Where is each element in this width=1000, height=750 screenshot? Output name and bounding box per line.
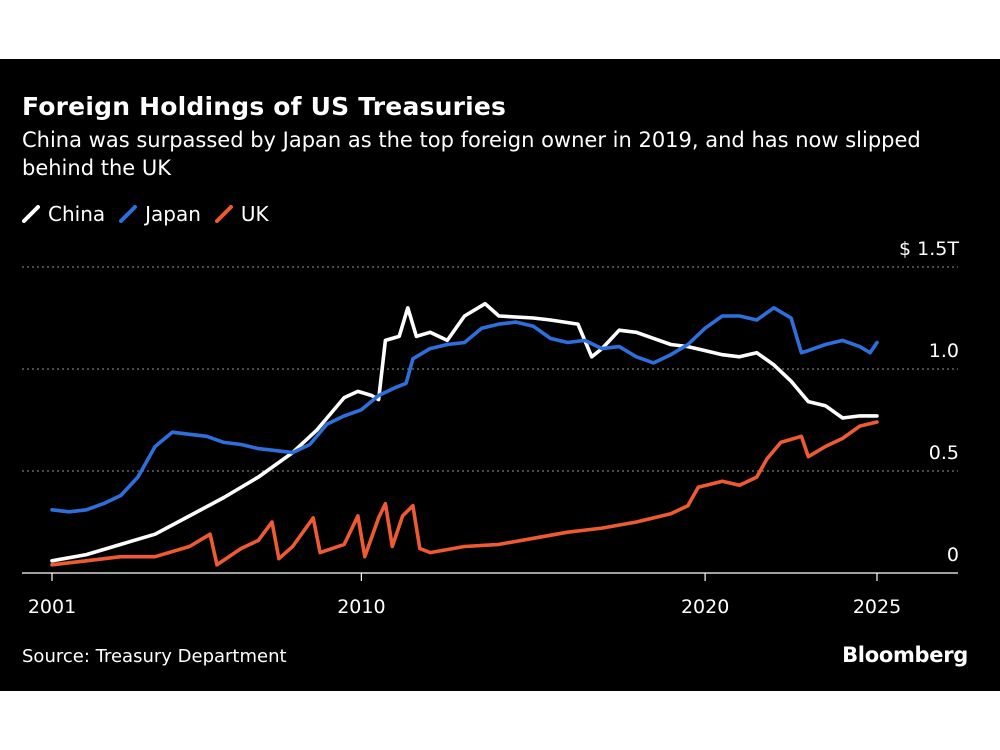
legend-label-japan: Japan: [145, 202, 201, 226]
x-tick-label-0: 2001: [28, 596, 76, 618]
legend-item-uk: UK: [214, 202, 269, 226]
legend-label-uk: UK: [240, 202, 269, 226]
series-line-uk: [50, 420, 879, 567]
legend-swatch-uk: [214, 205, 233, 223]
legend-label-china: China: [48, 202, 106, 226]
series-line-japan: [50, 306, 879, 514]
y-tick-label-3: 0: [947, 544, 959, 566]
chart-subtitle: China was surpassed by Japan as the top …: [22, 128, 921, 180]
y-tick-label-2: 0.5: [929, 442, 959, 464]
source-note: Source: Treasury Department: [22, 646, 287, 667]
x-tick-label-3: 2025: [853, 596, 901, 618]
bloomberg-logo: Bloomberg: [842, 643, 968, 667]
chart-title: Foreign Holdings of US Treasuries: [22, 92, 507, 121]
legend-item-japan: Japan: [119, 202, 201, 226]
legend-swatch-japan: [119, 205, 138, 223]
x-tick-label-2: 2020: [681, 596, 729, 618]
legend: China Japan UK: [22, 200, 283, 228]
legend-item-china: China: [22, 202, 105, 226]
legend-swatch-china: [22, 205, 40, 223]
y-tick-label-0: $ 1.5T: [899, 238, 959, 260]
x-tick-label-1: 2010: [337, 596, 385, 618]
chart-panel: [0, 59, 1000, 691]
y-tick-label-1: 1.0: [929, 340, 959, 362]
